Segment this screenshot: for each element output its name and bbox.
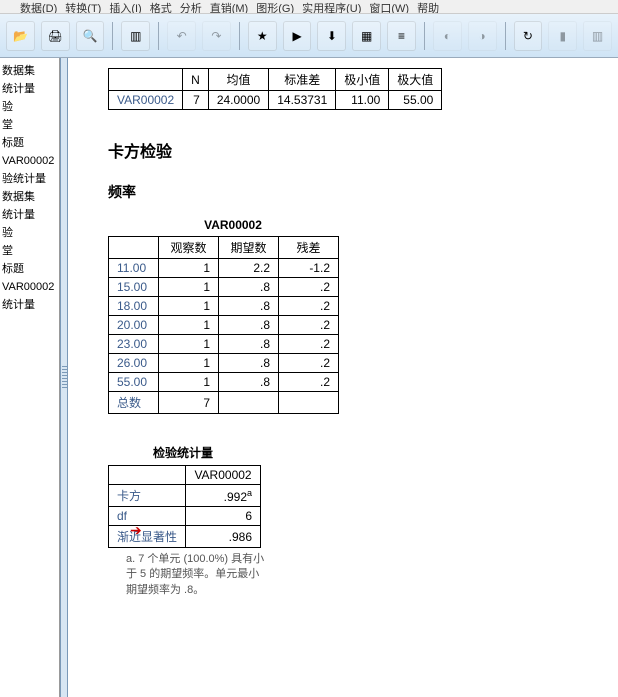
outline-item[interactable]: VAR00002 [2,278,57,296]
refresh-icon[interactable]: ↻ [514,21,543,51]
main-area: 数据集统计量验堂标题VAR00002验统计量数据集统计量验堂标题VAR00002… [0,58,618,697]
toolbar-separator [424,22,425,50]
print-icon[interactable]: 🖨 [41,21,70,51]
bars-icon: ▥ [583,21,612,51]
section-title-freq: 频率 [108,182,598,202]
menu-item[interactable]: 分析 [180,0,202,13]
table-header [109,69,183,91]
descriptives-table: N均值标准差极小值极大值VAR00002724.000014.5373111.0… [108,68,442,110]
table-row: 23.001.8.2 [109,335,339,354]
menu-item[interactable]: 窗口(W) [369,0,409,13]
table-header [109,466,186,485]
outline-item[interactable]: 数据集 [2,62,57,80]
goto-icon[interactable]: ★ [248,21,277,51]
preview-icon[interactable]: 🔍 [76,21,105,51]
data-icon[interactable]: ▦ [352,21,381,51]
test-footnote: a. 7 个单元 (100.0%) 具有小于 5 的期望频率。单元最小期望频率为… [126,552,266,598]
table-header: VAR00002 [186,466,261,485]
circle1-icon: ◐ [433,21,462,51]
circle2-icon: ◑ [468,21,497,51]
table-row: 15.001.8.2 [109,278,339,297]
toolbar-separator [158,22,159,50]
toolbar-separator [239,22,240,50]
table-header: 残差 [279,237,339,259]
table-row: 55.001.8.2 [109,373,339,392]
output-viewer: N均值标准差极小值极大值VAR00002724.000014.5373111.0… [68,58,618,697]
menu-bar: 数据(D) 转换(T) 插入(I) 格式分析直销(M) 图形(G) 实用程序(U) 窗口(W… [0,0,618,14]
table-row: 总数7 [109,392,339,414]
vars-icon[interactable]: ≡ [387,21,416,51]
table-row: 18.001.8.2 [109,297,339,316]
outline-item[interactable]: 验 [2,98,57,116]
table-row: 20.001.8.2 [109,316,339,335]
menu-item[interactable]: 插入(I) [109,0,141,13]
menu-item[interactable]: 实用程序(U) [302,0,361,13]
outline-item[interactable]: 验统计量 [2,170,57,188]
arrow-marker-icon: ➔ [130,522,142,539]
menu-item[interactable]: 帮助 [417,0,439,13]
table-header: 期望数 [219,237,279,259]
outline-item[interactable]: VAR00002 [2,152,57,170]
table-row: VAR00002724.000014.5373111.0055.00 [109,91,442,110]
menu-item[interactable]: 直销(M) [210,0,249,13]
table-header: 观察数 [159,237,219,259]
outline-panel: 数据集统计量验堂标题VAR00002验统计量数据集统计量验堂标题VAR00002… [0,58,60,697]
outline-item[interactable]: 验 [2,224,57,242]
table-header: N [183,69,209,91]
table-header: 极小值 [336,69,389,91]
outline-item[interactable]: 统计量 [2,80,57,98]
toolbar-separator [505,22,506,50]
table-row: 卡方.992a [109,485,261,507]
outline-item[interactable]: 统计量 [2,206,57,224]
select-icon[interactable]: ⬇ [317,21,346,51]
outline-item[interactable]: 统计量 [2,296,57,314]
outline-item[interactable]: 堂 [2,242,57,260]
redo-icon: ↷ [202,21,231,51]
chart-icon: ▮ [548,21,577,51]
outline-item[interactable]: 标题 [2,134,57,152]
freq-table-title: VAR00002 [108,218,358,232]
panel-icon[interactable]: ▥ [121,21,150,51]
frequency-table: 观察数期望数残差11.0012.2-1.215.001.8.218.001.8.… [108,236,339,414]
outline-item[interactable]: 数据集 [2,188,57,206]
table-header: 极大值 [389,69,442,91]
table-row: 11.0012.2-1.2 [109,259,339,278]
outline-item[interactable]: 标题 [2,260,57,278]
toolbar-separator [112,22,113,50]
undo-icon: ↶ [167,21,196,51]
run-icon[interactable]: ▶ [283,21,312,51]
section-title-chisquare: 卡方检验 [108,138,598,162]
menu-item[interactable]: 格式 [150,0,172,13]
table-header [109,237,159,259]
open-icon[interactable]: 📂 [6,21,35,51]
menu-item[interactable]: 转换(T) [65,0,101,13]
menu-item[interactable]: 图形(G) [256,0,294,13]
table-header: 均值 [208,69,268,91]
outline-item[interactable]: 堂 [2,116,57,134]
table-row: 26.001.8.2 [109,354,339,373]
table-header: 标准差 [269,69,336,91]
toolbar: 📂🖨🔍▥↶↷★▶⬇▦≡◐◑↻▮▥ [0,14,618,58]
splitter[interactable] [60,58,68,697]
menu-item[interactable]: 数据(D) [20,0,57,13]
test-table-title: 检验统计量 [108,444,258,461]
